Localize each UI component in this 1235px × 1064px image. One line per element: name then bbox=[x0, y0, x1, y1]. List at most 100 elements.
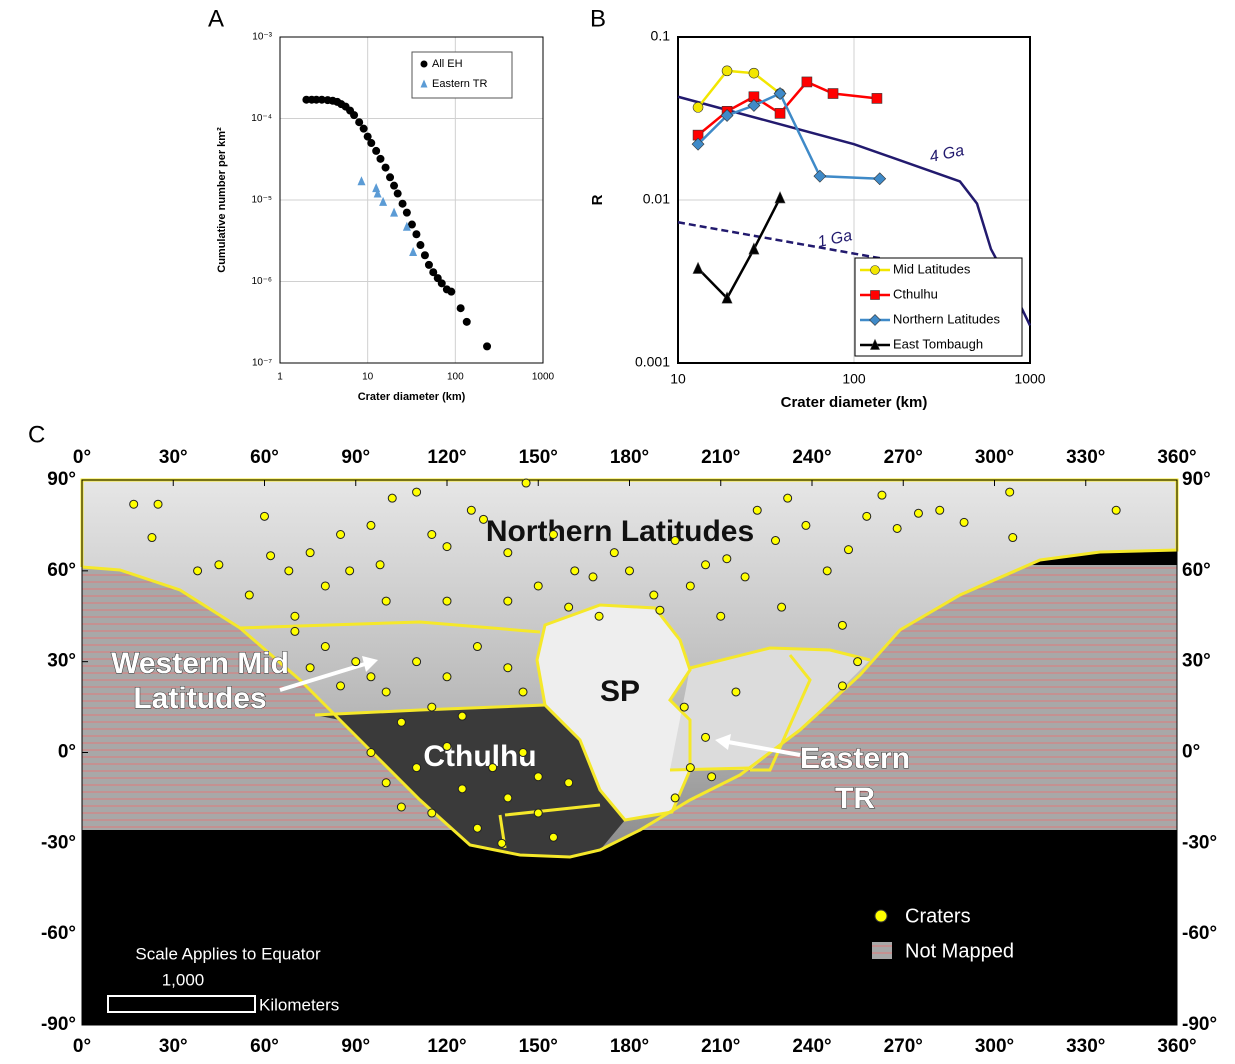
marker bbox=[802, 77, 812, 87]
marker bbox=[386, 173, 394, 181]
crater bbox=[367, 673, 375, 681]
crater bbox=[732, 688, 740, 696]
series-line bbox=[698, 71, 780, 108]
y-axis-title: Cumulative number per km² bbox=[216, 127, 228, 273]
region-label: Cthulhu bbox=[423, 740, 536, 773]
scale-note: Scale Applies to Equator bbox=[135, 944, 321, 963]
crater bbox=[784, 494, 792, 502]
y-tick-label: -90° bbox=[1182, 1014, 1217, 1035]
x-tick-label: 210° bbox=[701, 447, 740, 468]
crater bbox=[130, 500, 138, 508]
marker bbox=[390, 208, 398, 217]
crater bbox=[519, 688, 527, 696]
marker bbox=[775, 192, 785, 203]
crater bbox=[267, 552, 275, 560]
crater bbox=[863, 512, 871, 520]
crater bbox=[960, 518, 968, 526]
crater bbox=[443, 673, 451, 681]
legend-swatch bbox=[871, 291, 880, 300]
crater bbox=[413, 658, 421, 666]
legend-label: Mid Latitudes bbox=[893, 261, 971, 276]
y-tick-label: -30° bbox=[41, 832, 76, 853]
y-tick-label: 90° bbox=[47, 469, 76, 490]
marker bbox=[775, 108, 785, 118]
crater bbox=[680, 703, 688, 711]
x-tick-label: 1000 bbox=[532, 372, 555, 383]
crater bbox=[656, 606, 664, 614]
crater bbox=[443, 742, 451, 750]
crater bbox=[1009, 534, 1017, 542]
x-tick-label: 150° bbox=[519, 1036, 558, 1057]
region-label: Latitudes bbox=[133, 682, 266, 715]
crater bbox=[245, 591, 253, 599]
crater bbox=[778, 603, 786, 611]
crater bbox=[504, 664, 512, 672]
crater bbox=[458, 785, 466, 793]
x-tick-label: 120° bbox=[427, 447, 466, 468]
crater bbox=[753, 506, 761, 514]
crater bbox=[397, 803, 405, 811]
crater bbox=[382, 597, 390, 605]
crater bbox=[671, 537, 679, 545]
region-label: SP bbox=[600, 675, 640, 708]
crater bbox=[708, 773, 716, 781]
marker bbox=[355, 118, 363, 126]
crater bbox=[878, 491, 886, 499]
crater bbox=[473, 643, 481, 651]
crater bbox=[382, 688, 390, 696]
marker bbox=[814, 170, 826, 182]
y-tick-label: 0.1 bbox=[651, 28, 671, 44]
figure: Northern Latitudes Western Mid Latitudes… bbox=[0, 0, 1235, 1059]
marker bbox=[403, 209, 411, 217]
x-tick-label: 150° bbox=[519, 447, 558, 468]
marker bbox=[483, 342, 491, 350]
x-tick-label: 270° bbox=[884, 1036, 923, 1057]
crater bbox=[534, 809, 542, 817]
y-tick-label: 0.001 bbox=[635, 354, 670, 370]
y-tick-label: 90° bbox=[1182, 469, 1211, 490]
crater bbox=[519, 749, 527, 757]
crater bbox=[702, 733, 710, 741]
marker bbox=[372, 147, 380, 155]
crater bbox=[382, 779, 390, 787]
crater bbox=[458, 712, 466, 720]
crater bbox=[376, 561, 384, 569]
panel-letter: B bbox=[590, 5, 606, 32]
crater bbox=[686, 764, 694, 772]
crater bbox=[489, 764, 497, 772]
crater bbox=[148, 534, 156, 542]
marker bbox=[447, 288, 455, 296]
crater bbox=[321, 582, 329, 590]
crater bbox=[723, 555, 731, 563]
marker bbox=[412, 230, 420, 238]
x-tick-label: 60° bbox=[250, 447, 279, 468]
marker bbox=[874, 173, 886, 185]
marker bbox=[382, 164, 390, 172]
x-tick-label: 180° bbox=[610, 1036, 649, 1057]
x-tick-label: 90° bbox=[341, 1036, 370, 1057]
legend-label: Not Mapped bbox=[905, 940, 1014, 962]
region-label: Northern Latitudes bbox=[486, 515, 754, 548]
y-tick-label: 60° bbox=[47, 560, 76, 581]
legend-swatch bbox=[875, 910, 887, 922]
marker bbox=[693, 262, 703, 273]
x-tick-label: 120° bbox=[427, 1036, 466, 1057]
crater bbox=[337, 682, 345, 690]
marker bbox=[425, 261, 433, 269]
marker bbox=[749, 68, 759, 78]
x-axis-title: Crater diameter (km) bbox=[358, 391, 466, 403]
crater bbox=[534, 582, 542, 590]
model-label: 4 Ga bbox=[928, 142, 966, 166]
y-tick-label: 10⁻⁷ bbox=[252, 358, 272, 369]
x-axis-title: Crater diameter (km) bbox=[781, 394, 928, 411]
series-line bbox=[698, 198, 780, 298]
y-tick-label: -60° bbox=[41, 923, 76, 944]
crater bbox=[595, 612, 603, 620]
crater bbox=[534, 773, 542, 781]
y-tick-label: -90° bbox=[41, 1014, 76, 1035]
x-tick-label: 330° bbox=[1066, 447, 1105, 468]
legend-swatch bbox=[872, 942, 892, 959]
crater bbox=[671, 794, 679, 802]
crater bbox=[467, 506, 475, 514]
crater bbox=[306, 664, 314, 672]
